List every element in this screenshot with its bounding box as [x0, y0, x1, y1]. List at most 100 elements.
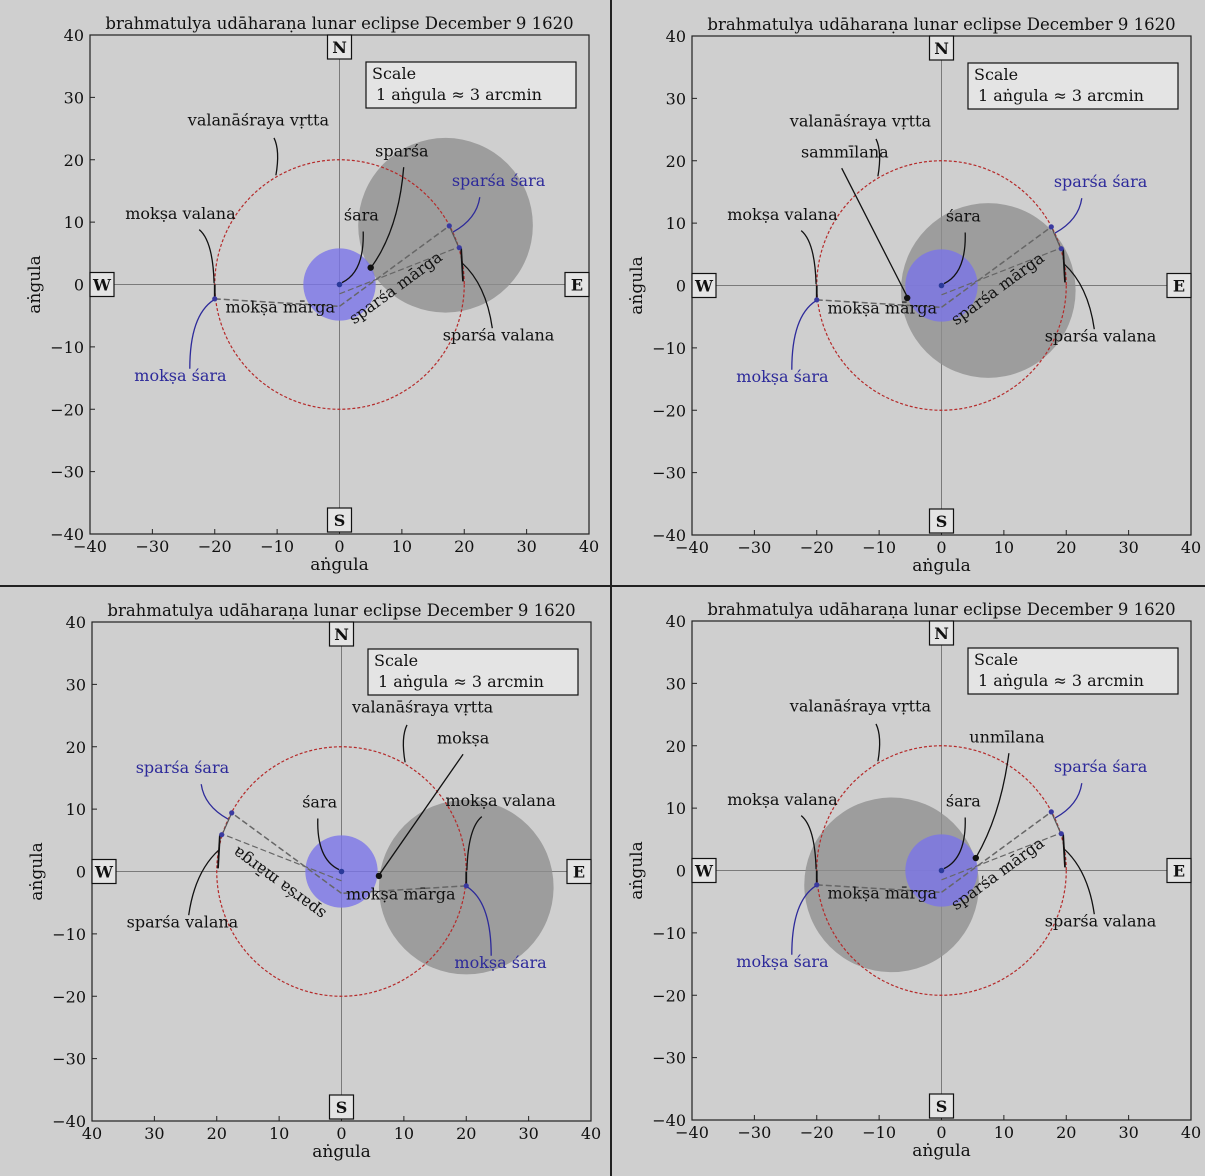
phase-point: [375, 872, 383, 880]
x-tick-label: −20: [800, 1123, 834, 1142]
x-tick-label: 0: [936, 538, 946, 557]
sparsa-sara-point: [1048, 224, 1054, 230]
sparsa-sara-label: sparśa śara: [1054, 757, 1148, 776]
scale-value: 1 aṅgula ≈ 3 arcmin: [376, 85, 542, 104]
y-axis-label: aṅgula: [25, 255, 45, 314]
sparsa-sara-leader: [200, 784, 229, 820]
diagram-title: brahmatulya udāharaṇa lunar eclipse Dece…: [707, 600, 1175, 619]
west-marker-box: [691, 857, 717, 884]
x-axis-label: aṅgula: [912, 1141, 971, 1161]
moksa-sara-leader: [189, 299, 214, 369]
y-tick-label: 20: [666, 152, 686, 171]
sparsa-valana-point: [219, 832, 225, 838]
moksa-sara-label: mokṣa śara: [736, 367, 829, 386]
y-axis-label: aṅgula: [627, 841, 647, 900]
phase-label: sparśa: [375, 142, 429, 161]
west-marker-box: [691, 272, 717, 299]
north-marker-box: [928, 620, 955, 646]
earth-shadow: [900, 203, 1076, 378]
moon-center-point: [938, 867, 945, 874]
phase-point: [972, 854, 980, 862]
south-marker-box: [928, 508, 955, 534]
x-tick-label: 30: [1118, 1123, 1138, 1142]
south-marker: S: [936, 1097, 948, 1116]
phase-point: [903, 294, 911, 302]
east-marker-box: [566, 858, 592, 885]
scale-value: 1 aṅgula ≈ 3 arcmin: [978, 671, 1144, 690]
y-tick-label: −30: [52, 1050, 86, 1069]
eclipse-panel: −40 −40 −30 −30 −20 −20 −10 −10 0 0 10 10 20 20 30 30 40…: [612, 0, 1205, 585]
south-marker: S: [336, 1098, 348, 1117]
scale-value: 1 aṅgula ≈ 3 arcmin: [978, 86, 1144, 105]
sparsa-sara-label: sparśa śara: [452, 171, 546, 190]
south-marker: S: [936, 512, 948, 531]
scale-box: [365, 61, 577, 109]
sara-label: śara: [946, 206, 981, 225]
sparsa-valana-label: sparśa valana: [443, 326, 555, 345]
west-marker: W: [94, 863, 114, 882]
x-tick-label: 30: [518, 1124, 538, 1143]
sparsa-valana-segment: [460, 248, 464, 282]
moksa-marga-label: mokṣa mārga: [828, 884, 938, 903]
valanasraya-leader: [875, 138, 881, 177]
sparsa-path: [231, 812, 342, 894]
moksa-valana-label: mokṣa valana: [125, 204, 236, 223]
sparsa-valana-point: [1058, 246, 1064, 252]
phase-label: mokṣa: [437, 729, 490, 748]
scale-box: [367, 648, 579, 696]
x-tick-label: 20: [1056, 1123, 1076, 1142]
north-marker: N: [934, 624, 949, 643]
moon-center-point: [336, 281, 343, 288]
moksa-valana-label: mokṣa valana: [727, 205, 838, 224]
moksa-valana-leader: [466, 816, 483, 871]
sparsa-sara-point: [1048, 809, 1054, 815]
north-marker: N: [334, 625, 349, 644]
sparsa-sara-point: [229, 810, 235, 816]
x-tick-label: 20: [1056, 538, 1076, 557]
south-marker-box: [328, 1094, 355, 1120]
sparsa-sara-segment: [221, 812, 233, 835]
horizontal-divider: [0, 584, 1205, 587]
moksa-sara-leader: [791, 885, 816, 955]
x-axis-label: aṅgula: [310, 555, 369, 575]
sparsa-path-secondary: [222, 833, 342, 882]
sparsa-valana-label: sparśa valana: [1045, 912, 1157, 931]
phase-leader: [975, 753, 1010, 858]
y-tick-label: 40: [666, 27, 686, 46]
y-tick-label: 0: [676, 277, 686, 296]
x-tick-label: 40: [579, 537, 599, 556]
phase-leader: [841, 167, 908, 297]
x-tick-label: 30: [144, 1124, 164, 1143]
x-tick-label: −30: [737, 1123, 771, 1142]
y-tick-label: 20: [66, 738, 86, 757]
scale-label: Scale: [374, 651, 418, 670]
panel-svg: 40−4030−3020−2010−10001010202030304040aṅ…: [27, 601, 601, 1162]
sparsa-valana-leader: [461, 262, 493, 329]
y-tick-label: −40: [652, 526, 686, 545]
sparsa-sara-leader: [1054, 783, 1083, 819]
moksa-path: [816, 299, 942, 309]
north-marker-box: [928, 35, 955, 61]
x-tick-label: 40: [1181, 538, 1201, 557]
moksa-sara-label: mokṣa śara: [134, 366, 227, 385]
vertical-divider: [609, 0, 612, 1176]
x-tick-label: 20: [456, 1124, 476, 1143]
north-marker: N: [332, 38, 347, 57]
x-tick-label: −20: [800, 538, 834, 557]
west-marker-box: [89, 271, 115, 298]
sparsa-path: [941, 811, 1052, 893]
sparsa-valana-segment: [1062, 834, 1066, 868]
moksa-marga-label: mokṣa mārga: [346, 885, 456, 904]
east-marker: E: [1173, 862, 1185, 881]
y-tick-label: −10: [652, 924, 686, 943]
y-tick-label: 40: [666, 612, 686, 631]
sparsa-sara-point: [446, 223, 452, 229]
sparsa-path: [339, 225, 450, 307]
panel-svg: −40−40 −30 −30 −20 −20 −10 −10 0 0 10 10 20 20 30 30 40…: [25, 14, 599, 575]
y-tick-label: −30: [652, 464, 686, 483]
sara-leader: [943, 232, 966, 285]
valanasraya-label: valanāśraya vṛtta: [789, 111, 932, 130]
sparsa-sara-segment: [448, 225, 460, 248]
x-tick-label: 10: [392, 537, 412, 556]
sparsa-path-secondary: [941, 247, 1061, 296]
